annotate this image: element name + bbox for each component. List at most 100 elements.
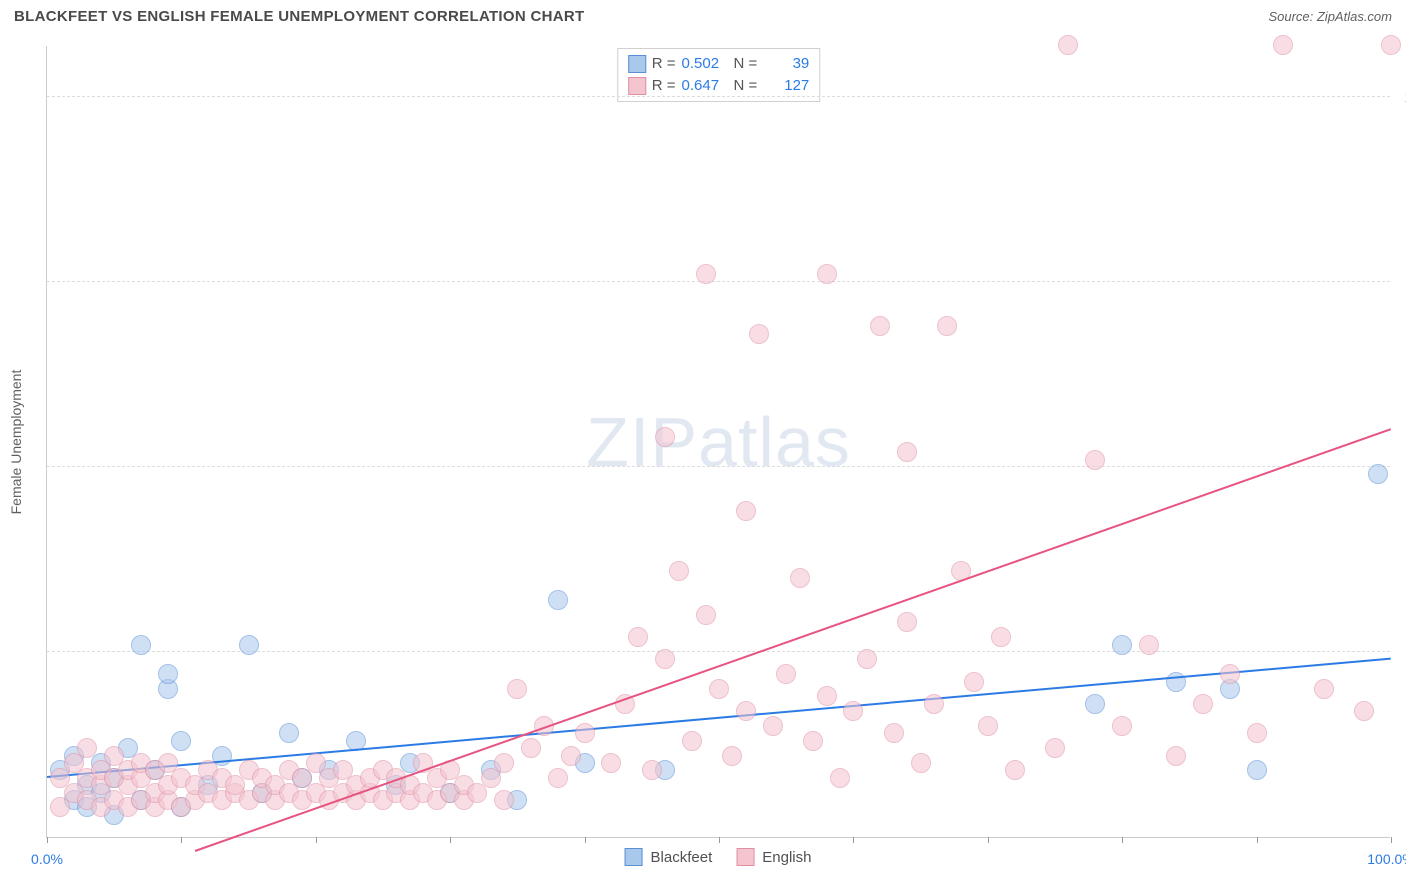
x-tick-label: 100.0% (1367, 851, 1406, 867)
series-swatch (625, 848, 643, 866)
scatter-point (1085, 450, 1105, 470)
scatter-point (1112, 716, 1132, 736)
scatter-point (279, 723, 299, 743)
scatter-point (1139, 635, 1159, 655)
scatter-point (1220, 664, 1240, 684)
scatter-point (897, 442, 917, 462)
scatter-point (830, 768, 850, 788)
gridline (47, 466, 1390, 467)
scatter-point (843, 701, 863, 721)
scatter-point (1381, 35, 1401, 55)
series-swatch (628, 77, 646, 95)
scatter-point (1314, 679, 1334, 699)
scatter-point (521, 738, 541, 758)
x-tick (585, 837, 586, 843)
scatter-point (884, 723, 904, 743)
scatter-point (642, 760, 662, 780)
scatter-point (575, 723, 595, 743)
legend-item: Blackfeet (625, 848, 713, 866)
scatter-point (1045, 738, 1065, 758)
scatter-point (601, 753, 621, 773)
scatter-point (171, 731, 191, 751)
scatter-point (158, 664, 178, 684)
scatter-point (924, 694, 944, 714)
scatter-point (494, 753, 514, 773)
scatter-point (1166, 746, 1186, 766)
stats-row: R = 0.647 N =127 (628, 75, 810, 97)
scatter-point (749, 324, 769, 344)
x-tick (1391, 837, 1392, 843)
series-swatch (628, 55, 646, 73)
scatter-point (736, 701, 756, 721)
plot-area: ZIPatlas R =0.502N =39R =0.647N =127 25.… (46, 46, 1390, 838)
x-tick (853, 837, 854, 843)
scatter-point (964, 672, 984, 692)
scatter-point (1193, 694, 1213, 714)
scatter-point (763, 716, 783, 736)
scatter-point (696, 264, 716, 284)
scatter-point (655, 427, 675, 447)
x-tick-label: 0.0% (31, 851, 63, 867)
stat-n-label: N = (734, 75, 758, 97)
series-legend: Blackfeet English (625, 848, 812, 866)
scatter-point (1085, 694, 1105, 714)
scatter-point (1058, 35, 1078, 55)
scatter-point (239, 635, 259, 655)
legend-label: English (762, 849, 811, 866)
watermark: ZIPatlas (586, 402, 851, 482)
x-tick (1257, 837, 1258, 843)
scatter-point (561, 746, 581, 766)
scatter-point (897, 612, 917, 632)
gridline (47, 281, 1390, 282)
scatter-point (709, 679, 729, 699)
scatter-point (1354, 701, 1374, 721)
stat-r-value: 0.502 (682, 53, 728, 75)
scatter-chart: ZIPatlas R =0.502N =39R =0.647N =127 25.… (46, 46, 1390, 838)
chart-title: BLACKFEET VS ENGLISH FEMALE UNEMPLOYMENT… (14, 8, 584, 25)
stat-r-label: R = (652, 53, 676, 75)
scatter-point (1005, 760, 1025, 780)
scatter-point (682, 731, 702, 751)
y-axis-title: Female Unemployment (8, 370, 24, 515)
gridline (47, 96, 1390, 97)
x-tick (450, 837, 451, 843)
scatter-point (790, 568, 810, 588)
stat-r-label: R = (652, 75, 676, 97)
scatter-point (548, 590, 568, 610)
scatter-point (722, 746, 742, 766)
stat-n-value: 127 (763, 75, 809, 97)
legend-label: Blackfeet (651, 849, 713, 866)
x-tick (988, 837, 989, 843)
scatter-point (870, 316, 890, 336)
scatter-point (937, 316, 957, 336)
scatter-point (1166, 672, 1186, 692)
scatter-point (776, 664, 796, 684)
legend-item: English (736, 848, 811, 866)
scatter-point (857, 649, 877, 669)
x-tick (1122, 837, 1123, 843)
scatter-point (1273, 35, 1293, 55)
x-tick (181, 837, 182, 843)
scatter-point (696, 605, 716, 625)
series-swatch (736, 848, 754, 866)
scatter-point (507, 679, 527, 699)
scatter-point (1112, 635, 1132, 655)
x-tick (316, 837, 317, 843)
trend-line (194, 428, 1391, 852)
scatter-point (628, 627, 648, 647)
stat-n-label: N = (734, 53, 758, 75)
scatter-point (1247, 760, 1267, 780)
scatter-point (911, 753, 931, 773)
source-attribution: Source: ZipAtlas.com (1268, 9, 1392, 24)
scatter-point (991, 627, 1011, 647)
scatter-point (77, 738, 97, 758)
x-tick (47, 837, 48, 843)
scatter-point (494, 790, 514, 810)
scatter-point (978, 716, 998, 736)
stats-row: R = 0.502 N =39 (628, 53, 810, 75)
scatter-point (736, 501, 756, 521)
x-tick (719, 837, 720, 843)
scatter-point (803, 731, 823, 751)
stat-r-value: 0.647 (682, 75, 728, 97)
stat-n-value: 39 (763, 53, 809, 75)
